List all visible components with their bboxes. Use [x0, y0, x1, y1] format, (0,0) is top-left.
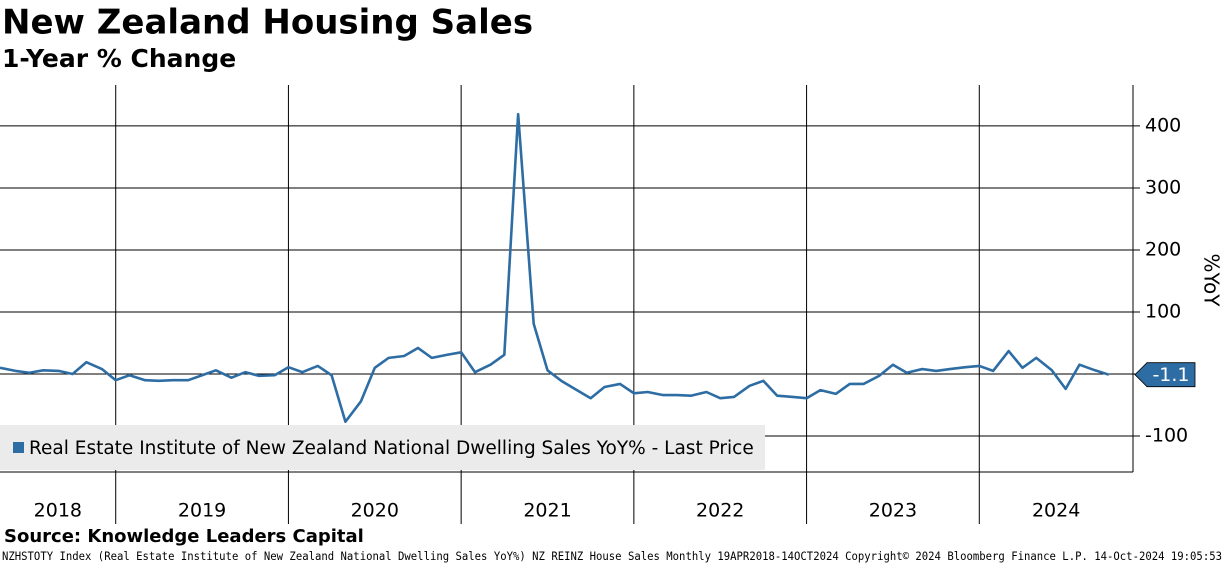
- x-tick-label: 2019: [178, 500, 226, 522]
- y-tick-label: 300: [1145, 176, 1181, 198]
- last-value-label: -1.1: [1152, 364, 1189, 386]
- x-tick-label: 2018: [34, 500, 82, 522]
- chart-subtitle: 1-Year % Change: [2, 44, 236, 73]
- legend-box: [0, 425, 765, 470]
- x-tick-label: 2020: [351, 500, 399, 522]
- chart-title: New Zealand Housing Sales: [2, 3, 533, 43]
- x-tick-label: 2022: [696, 500, 744, 522]
- y-tick-label: 200: [1145, 238, 1181, 260]
- footer: NZHSTOTY Index (Real Estate Institute of…: [2, 550, 1222, 563]
- y-tick-label: 400: [1145, 114, 1181, 136]
- x-tick-label: 2023: [869, 500, 917, 522]
- legend-label: Real Estate Institute of New Zealand Nat…: [29, 438, 754, 459]
- y-tick-label: -100: [1145, 425, 1188, 447]
- y-tick-label: 100: [1145, 300, 1181, 322]
- x-tick-label: 2021: [523, 500, 571, 522]
- line-series: [0, 112, 1110, 424]
- x-tick-label: 2024: [1032, 500, 1080, 522]
- legend-swatch: [13, 442, 24, 453]
- y-axis-label: %YoY: [1200, 253, 1224, 307]
- last-value-tag: [1134, 362, 1196, 388]
- source: Source: Knowledge Leaders Capital: [4, 526, 364, 547]
